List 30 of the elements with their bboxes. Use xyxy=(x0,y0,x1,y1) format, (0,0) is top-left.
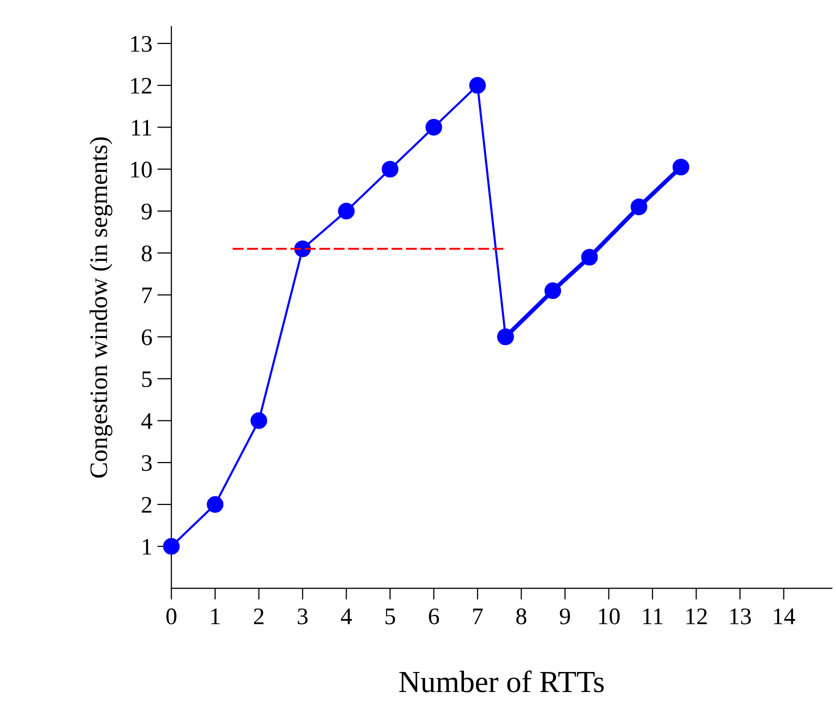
y-tick-label: 11 xyxy=(132,120,152,136)
x-axis-title: Number of RTTs xyxy=(399,670,604,692)
y-tick-label: 10 xyxy=(131,162,152,178)
x-tick-label: 3 xyxy=(298,608,308,624)
y-tick-label: 3 xyxy=(142,455,152,471)
x-tick-label: 11 xyxy=(643,608,662,624)
x-tick-label: 14 xyxy=(774,608,796,624)
y-tick-label: 9 xyxy=(142,204,152,220)
x-tick-label: 1 xyxy=(211,608,220,624)
y-tick-label: 6 xyxy=(142,329,152,346)
y-axis-title: Congestion window (in segments) xyxy=(90,137,112,478)
x-tick-label: 10 xyxy=(599,608,620,624)
y-tick-label: 1 xyxy=(142,538,152,555)
x-tick-label: 9 xyxy=(560,608,570,624)
y-tick-label: 13 xyxy=(131,36,152,52)
y-tick-label: 2 xyxy=(142,497,152,513)
x-tick-label: 0 xyxy=(166,608,176,624)
x-tick-label: 4 xyxy=(340,608,352,624)
x-tick-label: 7 xyxy=(473,608,483,624)
x-tick-label: 5 xyxy=(386,608,396,624)
y-tick-label: 8 xyxy=(142,245,152,262)
y-tick-label: 4 xyxy=(141,413,152,429)
x-tick-label: 6 xyxy=(428,608,440,624)
y-tick-label: 7 xyxy=(142,288,152,304)
x-tick-label: 8 xyxy=(516,608,526,624)
y-tick-label: 12 xyxy=(131,78,152,94)
x-tick-label: 2 xyxy=(254,608,264,624)
x-tick-label: 13 xyxy=(730,608,751,624)
x-tick-label: 12 xyxy=(686,608,707,624)
y-tick-label: 5 xyxy=(142,371,152,388)
